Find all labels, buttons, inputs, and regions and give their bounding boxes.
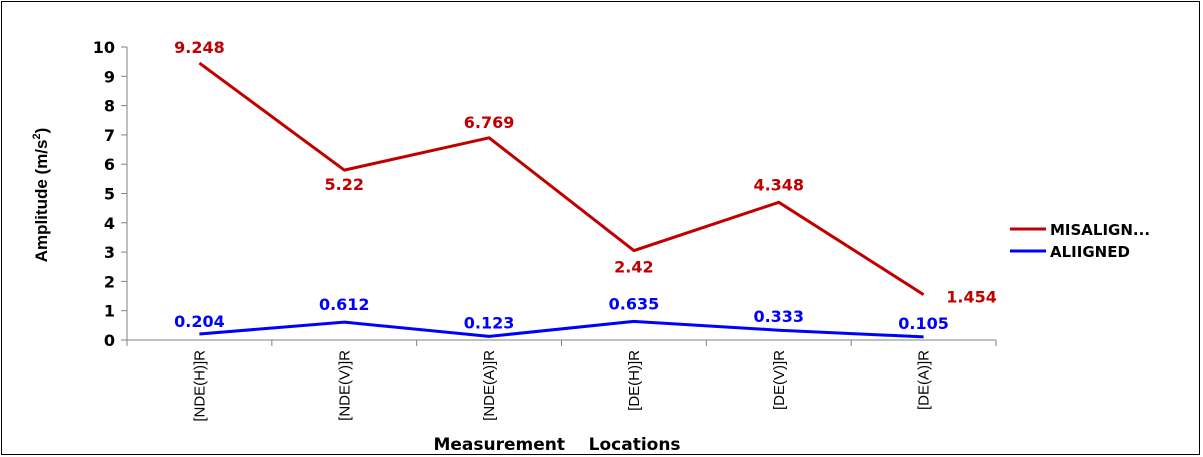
data-label: 0.612 [319,295,370,314]
data-label: 0.204 [174,312,225,331]
x-tick-label: [NDE(A)]R [481,350,498,421]
series-lines [198,61,925,339]
y-axis-title: Amplitude (m/s2) [31,128,51,263]
legend: MISALIGN... ALIIGNED [1010,221,1150,261]
data-label: 2.42 [614,258,653,277]
y-tick-label: 4 [104,214,115,233]
legend-label: MISALIGN... [1050,221,1150,239]
x-axis-title: Measurement Locations [433,435,680,455]
legend-label: ALIIGNED [1050,243,1130,261]
data-label: 0.635 [609,294,660,313]
svg-text:Amplitude (m/s2): Amplitude (m/s2) [31,128,51,263]
x-tick-label: [DE(V)]R [771,350,788,410]
y-axis-title-superscript: 2 [31,133,43,139]
x-tick-label: [DE(H)]R [626,350,643,411]
data-label: 6.769 [464,113,515,132]
y-tick-label: 3 [104,243,115,262]
data-label: 0.123 [464,313,515,332]
y-axis-title-main: Amplitude (m/s [32,140,51,263]
data-label: 0.333 [753,307,804,326]
x-tick-label: [DE(A)]R [916,350,933,410]
y-tick-label: 9 [104,67,115,86]
data-label: 5.22 [325,175,364,194]
series-line [198,61,925,296]
chart-axes [121,46,997,346]
y-tick-label: 6 [104,155,115,174]
y-tick-label: 8 [104,97,115,116]
y-tick-labels: 0 1 2 3 4 5 6 7 8 9 10 [93,38,115,350]
y-tick-label: 0 [104,331,115,350]
data-labels: 9.248 5.22 6.769 2.42 4.348 1.454 0.204 0.612 0.… [174,38,997,333]
y-tick-label: 7 [104,126,115,145]
x-tick-label: [NDE(V)]R [336,350,353,421]
y-tick-label: 1 [104,302,115,321]
series-line [199,319,924,339]
y-tick-label: 2 [104,272,115,291]
data-label: 1.454 [946,288,997,307]
y-tick-label: 10 [93,38,115,57]
data-label: 0.105 [898,314,949,333]
y-axis-title-end: ) [32,128,51,134]
y-tick-label: 5 [104,185,115,204]
x-tick-label: [NDE(H)]R [191,350,208,422]
data-label: 9.248 [174,38,225,57]
x-tick-labels: [NDE(H)]R [NDE(V)]R [NDE(A)]R [DE(H)]R [DE(V… [191,350,932,422]
data-label: 4.348 [753,175,804,194]
